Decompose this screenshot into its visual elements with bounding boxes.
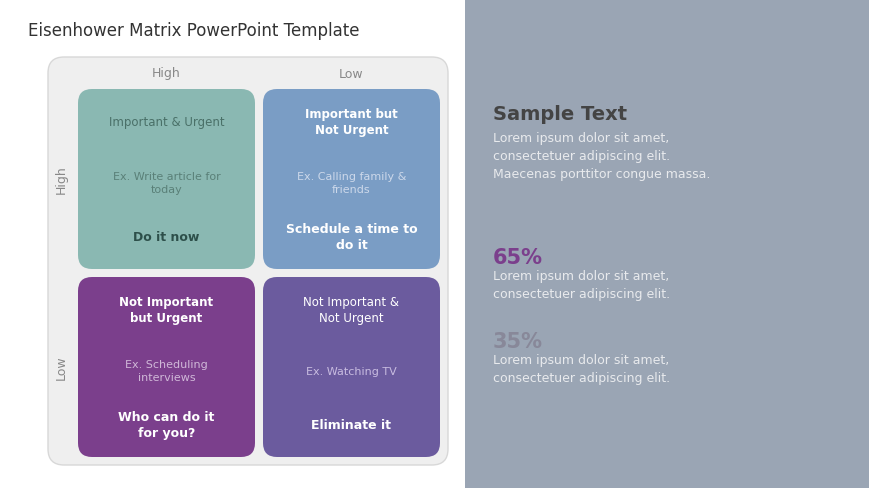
Text: High: High [55, 165, 68, 194]
Text: Do it now: Do it now [133, 231, 200, 244]
Text: Not Important
but Urgent: Not Important but Urgent [119, 295, 213, 324]
Text: Eliminate it: Eliminate it [311, 418, 391, 431]
Text: Sample Text: Sample Text [493, 105, 627, 124]
Text: Important but
Not Urgent: Important but Not Urgent [305, 108, 397, 137]
Text: Ex. Scheduling
interviews: Ex. Scheduling interviews [125, 360, 208, 382]
Text: Lorem ipsum dolor sit amet,
consectetuer adipiscing elit.: Lorem ipsum dolor sit amet, consectetuer… [493, 269, 669, 301]
Text: Lorem ipsum dolor sit amet,
consectetuer adipiscing elit.
Maecenas porttitor con: Lorem ipsum dolor sit amet, consectetuer… [493, 132, 710, 181]
FancyBboxPatch shape [48, 58, 448, 465]
FancyBboxPatch shape [262, 278, 440, 457]
FancyBboxPatch shape [78, 278, 255, 457]
Text: Eisenhower Matrix PowerPoint Template: Eisenhower Matrix PowerPoint Template [28, 22, 359, 40]
Text: High: High [152, 67, 181, 81]
Text: Low: Low [339, 67, 363, 81]
Text: Lorem ipsum dolor sit amet,
consectetuer adipiscing elit.: Lorem ipsum dolor sit amet, consectetuer… [493, 353, 669, 384]
Text: Ex. Write article for
today: Ex. Write article for today [112, 172, 220, 194]
Text: Schedule a time to
do it: Schedule a time to do it [285, 223, 417, 252]
Text: 65%: 65% [493, 247, 542, 267]
Text: Who can do it
for you?: Who can do it for you? [118, 410, 215, 439]
Text: 35%: 35% [493, 331, 542, 351]
Text: Ex. Watching TV: Ex. Watching TV [306, 366, 396, 376]
Bar [464, 0, 869, 488]
FancyBboxPatch shape [78, 90, 255, 269]
FancyBboxPatch shape [262, 90, 440, 269]
Text: Low: Low [55, 355, 68, 380]
Text: Important & Urgent: Important & Urgent [109, 116, 224, 129]
Text: Not Important &
Not Urgent: Not Important & Not Urgent [303, 295, 399, 324]
Text: Ex. Calling family &
friends: Ex. Calling family & friends [296, 172, 406, 194]
